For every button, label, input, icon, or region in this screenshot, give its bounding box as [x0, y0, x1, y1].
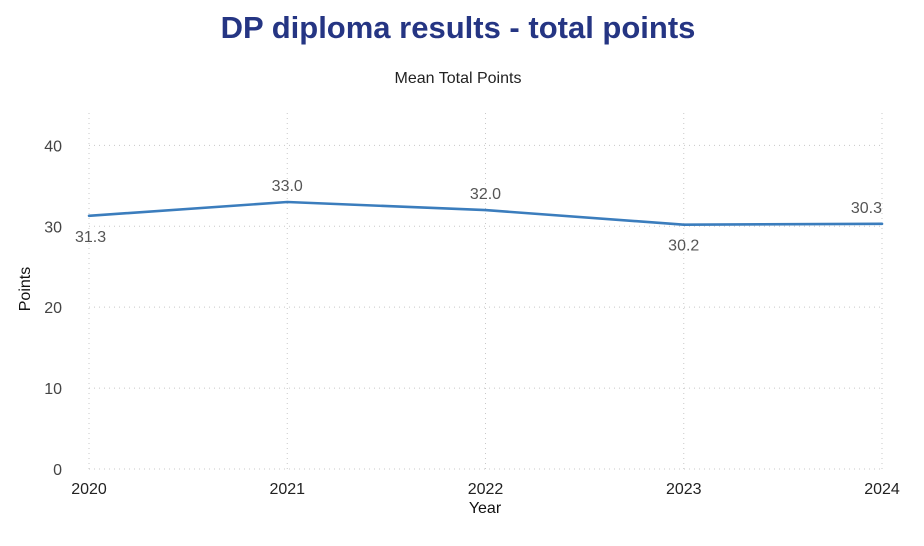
data-label: 30.2 [668, 238, 699, 255]
y-axis-title: Points [17, 267, 34, 311]
chart-subtitle: Mean Total Points [394, 70, 522, 87]
y-tick-label: 40 [44, 138, 62, 155]
data-label: 33.0 [272, 178, 303, 195]
data-label: 30.3 [851, 200, 882, 217]
x-tick-label: 2020 [71, 481, 107, 498]
data-labels: 31.3 33.0 32.0 30.2 30.3 [75, 178, 882, 255]
y-tick-label: 10 [44, 381, 62, 398]
series-line [87, 200, 884, 226]
x-tick-label: 2022 [468, 481, 504, 498]
grid-lines [88, 113, 883, 470]
x-tick-label: 2024 [864, 481, 900, 498]
y-axis-ticks: 0 10 20 30 40 [44, 138, 62, 479]
x-tick-label: 2021 [269, 481, 305, 498]
chart-title: DP diploma results - total points [220, 10, 696, 45]
x-tick-label: 2023 [666, 481, 702, 498]
data-label: 32.0 [470, 186, 501, 203]
data-label: 31.3 [75, 229, 106, 246]
y-tick-label: 20 [44, 300, 62, 317]
series-group [87, 200, 884, 226]
x-axis-ticks: 2020 2021 2022 2023 2024 [71, 481, 900, 498]
y-tick-label: 0 [53, 462, 62, 479]
y-tick-label: 30 [44, 219, 62, 236]
x-axis-title: Year [469, 500, 502, 517]
